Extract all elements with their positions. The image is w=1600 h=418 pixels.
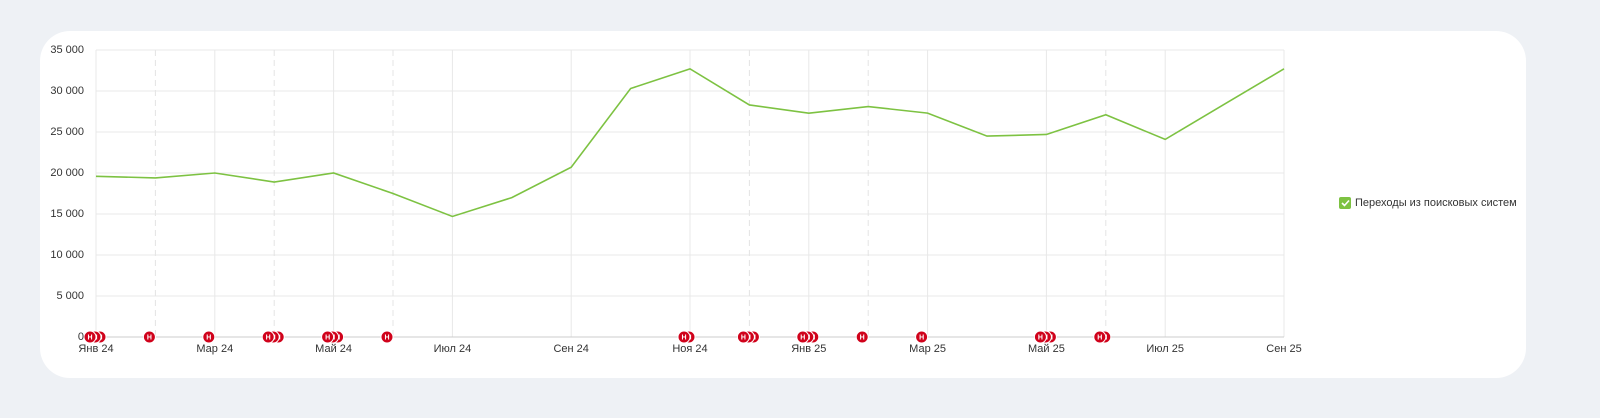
event-label: Н (147, 334, 152, 341)
event-bubble (1033, 330, 1047, 344)
event-bubble (142, 330, 156, 344)
event-bubble (380, 330, 394, 344)
x-tick-label: Янв 25 (791, 343, 826, 355)
x-tick-label: Сен 25 (1266, 343, 1301, 355)
event-marker[interactable]: Н (1093, 330, 1107, 344)
y-tick-label: 10 000 (50, 249, 84, 261)
x-tick-label: Май 24 (315, 343, 352, 355)
event-label: Н (681, 334, 686, 341)
event-marker[interactable]: Н (1033, 330, 1047, 344)
event-bubble (83, 330, 97, 344)
y-tick-label: 5 000 (56, 290, 84, 302)
x-tick-label: Мар 24 (196, 343, 233, 355)
y-tick-label: 30 000 (50, 85, 84, 97)
event-marker[interactable]: Н (321, 330, 335, 344)
event-marker[interactable]: Н (380, 330, 394, 344)
event-bubble (915, 330, 929, 344)
y-tick-label: 25 000 (50, 126, 84, 138)
card (40, 31, 1526, 378)
event-bubble (796, 330, 810, 344)
event-marker[interactable]: Н (83, 330, 97, 344)
event-label: Н (919, 334, 924, 341)
data-line (95, 67, 1285, 218)
y-tick-label: 35 000 (50, 44, 84, 56)
legend-checkbox (1339, 197, 1351, 209)
x-tick-label: Июл 25 (1146, 343, 1184, 355)
event-label: Н (384, 334, 389, 341)
event-marker[interactable]: Н (261, 330, 275, 344)
x-tick-label: Май 25 (1028, 343, 1065, 355)
x-tick-label: Сен 24 (553, 343, 588, 355)
event-label: Н (741, 334, 746, 341)
y-tick-label: 20 000 (50, 167, 84, 179)
event-label: Н (266, 334, 271, 341)
event-bubble (855, 330, 869, 344)
event-label: Н (1097, 334, 1102, 341)
event-bubble (261, 330, 275, 344)
legend-item[interactable]: Переходы из поисковых систем (1339, 197, 1517, 209)
x-tick-label: Ноя 24 (672, 343, 707, 355)
event-label: Н (206, 334, 211, 341)
event-label: Н (800, 334, 805, 341)
y-tick-label: 0 (78, 331, 84, 343)
event-bubble (736, 330, 750, 344)
event-marker[interactable]: Н (855, 330, 869, 344)
legend-label: Переходы из поисковых систем (1355, 197, 1517, 209)
event-label: Н (87, 334, 92, 341)
event-marker[interactable]: Н (677, 330, 691, 344)
event-label: Н (325, 334, 330, 341)
event-marker[interactable]: Н (736, 330, 750, 344)
event-marker[interactable]: Н (142, 330, 156, 344)
x-tick-label: Мар 25 (909, 343, 946, 355)
event-marker[interactable]: Н (796, 330, 810, 344)
legend-check (1341, 199, 1350, 207)
event-marker[interactable]: Н (915, 330, 929, 344)
x-tick-label: Июл 24 (434, 343, 472, 355)
y-tick-label: 15 000 (50, 208, 84, 220)
event-bubble (321, 330, 335, 344)
event-bubble (1093, 330, 1107, 344)
event-bubble (202, 330, 216, 344)
event-bubble (677, 330, 691, 344)
event-label: Н (1038, 334, 1043, 341)
event-marker[interactable]: Н (202, 330, 216, 344)
event-label: Н (860, 334, 865, 341)
x-tick-label: Янв 24 (78, 343, 113, 355)
